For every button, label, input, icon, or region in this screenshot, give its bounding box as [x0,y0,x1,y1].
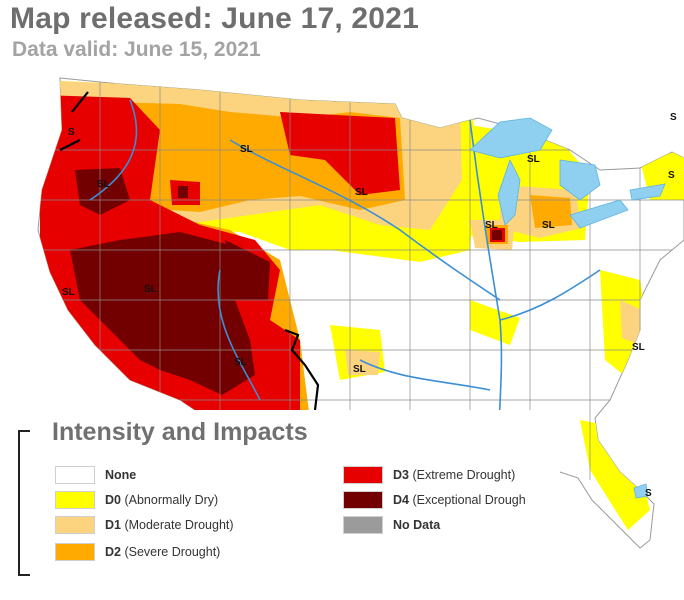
impact-label: SL [632,342,645,353]
d4-great-basin [70,232,268,395]
legend-item-d3: D3 (Extreme Drought) [343,465,515,485]
impact-label: SL [527,154,540,165]
colorado-river [217,269,261,401]
d3-northern-plains [280,112,400,195]
lake-huron [559,159,601,201]
impact-label: SL [62,287,75,298]
impact-label: SL [542,220,555,231]
legend-desc: (Exceptional Drough [408,493,526,507]
d2-idaho [150,150,230,195]
latitude-lines [38,149,684,401]
impact-label: SL [240,144,253,155]
legend-desc: (Moderate Drought) [120,518,234,532]
arkansas-river [359,359,491,391]
legend-bracket [18,430,30,576]
longitude-lines [99,80,641,490]
d4-utah [225,240,270,300]
legend-code: None [105,468,137,482]
impact-label: S [68,127,75,138]
impact-label: SL [355,187,368,198]
impact-label: SL [485,220,498,231]
legend-item-d4: D4 (Exceptional Drough [343,490,526,510]
legend-swatch [55,491,95,509]
impact-line-sw [284,328,320,411]
legend-desc: (Severe Drought) [120,545,221,559]
great-lakes [469,117,666,499]
legend-code: D3 [393,468,409,482]
d4-idaho-spot [178,186,188,198]
legend-swatch [55,516,95,534]
legend-item-d1: D1 (Moderate Drought) [55,515,234,535]
legend-swatch [55,466,95,484]
map-title: Map released: June 17, 2021 [10,2,419,35]
missouri-river [229,139,501,301]
legend-code: No Data [393,518,441,532]
legend-item-d0: D0 (Abnormally Dry) [55,490,218,510]
legend-code: D2 [105,545,121,559]
legend-code: D0 [105,493,121,507]
lake-okeechobee [633,483,649,499]
impact-lines [59,91,320,411]
impact-label: SL [144,284,157,295]
columbia-river [89,99,138,201]
impact-label: SL [234,357,247,368]
legend-code: D4 [393,493,409,507]
state-boundaries [38,80,684,490]
d0-ohio-valley [470,300,520,345]
legend-item-d2: D2 (Severe Drought) [55,542,220,562]
legend-code: D1 [105,518,121,532]
impact-label: S [668,170,675,181]
d2-michigan [530,195,572,228]
legend-swatch [343,491,383,509]
impact-label: SL [353,364,366,375]
data-valid-date: Data valid: June 15, 2021 [12,38,261,61]
legend-desc: (Extreme Drought) [408,468,516,482]
impact-label: S [670,112,677,123]
legend-swatch [55,543,95,561]
legend-title: Intensity and Impacts [52,418,308,446]
lake-ontario [629,183,666,201]
impact-line-nw [71,91,89,113]
d1-arkansas [345,350,380,375]
impact-label: SL [97,179,110,190]
impact-line-coast [59,139,81,151]
lake-erie [569,199,629,229]
legend-item-no-data: No Data [343,515,440,535]
ohio-river [499,269,601,321]
legend-item-none: None [55,465,136,485]
legend-swatch [343,466,383,484]
impact-label: S [645,488,652,499]
impact-labels: S SL SL SL SL SL SL SL SL SL SL SL S S S [62,112,677,499]
legend-desc: (Abnormally Dry) [120,493,219,507]
d1-virginia [620,300,642,345]
legend-swatch [343,516,383,534]
drought-zones [40,80,684,530]
lake-michigan [497,158,521,226]
d4-illinois-spot [492,230,502,240]
lake-superior [469,117,553,159]
